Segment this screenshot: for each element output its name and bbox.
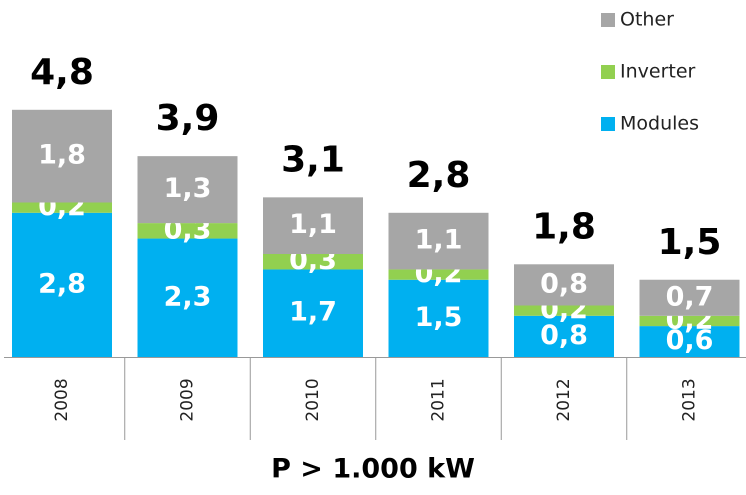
legend-label: Modules: [620, 113, 699, 135]
total-label: 2,8: [407, 155, 471, 196]
legend-label: Inverter: [620, 61, 696, 83]
bar-segment: [639, 326, 740, 357]
bar-segment: [639, 279, 740, 316]
bar-segment: [12, 109, 112, 203]
bar-segment: [388, 269, 489, 280]
segment-label: 2,8: [38, 268, 86, 299]
bar-segment: [137, 238, 238, 357]
segment-label: 1,8: [38, 140, 86, 171]
total-label: 4,8: [30, 52, 94, 93]
total-label: 1,5: [658, 222, 722, 263]
total-label: 3,1: [281, 139, 345, 180]
segment-label: 0,7: [666, 281, 714, 312]
bar-segment: [514, 315, 614, 357]
segment-label: 1,3: [164, 173, 212, 204]
segment-label: 0,8: [540, 320, 588, 351]
segment-label: 0,6: [666, 325, 714, 356]
segment-label: 0,8: [540, 268, 588, 299]
segment-label: 1,7: [289, 297, 337, 328]
segment-label: 2,3: [164, 281, 212, 312]
x-tick-label: 2011: [429, 378, 449, 421]
bar-segment: [12, 202, 112, 213]
total-label: 1,8: [532, 206, 596, 247]
legend-swatch: [601, 65, 615, 79]
bar-segment: [263, 254, 363, 270]
segment-label: 1,1: [289, 209, 337, 240]
x-axis-label: P > 1.000 kW: [271, 454, 475, 485]
x-tick-label: 2013: [680, 378, 700, 421]
bar-segment: [137, 223, 238, 239]
bar-segment: [514, 305, 614, 316]
bar-segment: [263, 197, 363, 254]
bar-segment: [388, 279, 489, 357]
total-label: 3,9: [156, 98, 220, 139]
bar-segment: [514, 264, 614, 306]
x-tick-label: 2008: [52, 378, 72, 421]
segment-label: 1,1: [415, 225, 463, 256]
bar-segment: [639, 315, 740, 327]
bar-segment: [12, 212, 112, 357]
bar-segment: [263, 269, 363, 357]
bar-segment: [137, 156, 238, 224]
x-tick-label: 2009: [178, 378, 198, 421]
legend-swatch: [601, 117, 615, 131]
legend-swatch: [601, 13, 615, 27]
legend-label: Other: [620, 9, 674, 31]
x-tick-label: 2012: [554, 378, 574, 421]
segment-label: 1,5: [415, 302, 463, 333]
x-tick-label: 2010: [303, 378, 323, 421]
bar-segment: [388, 212, 489, 270]
